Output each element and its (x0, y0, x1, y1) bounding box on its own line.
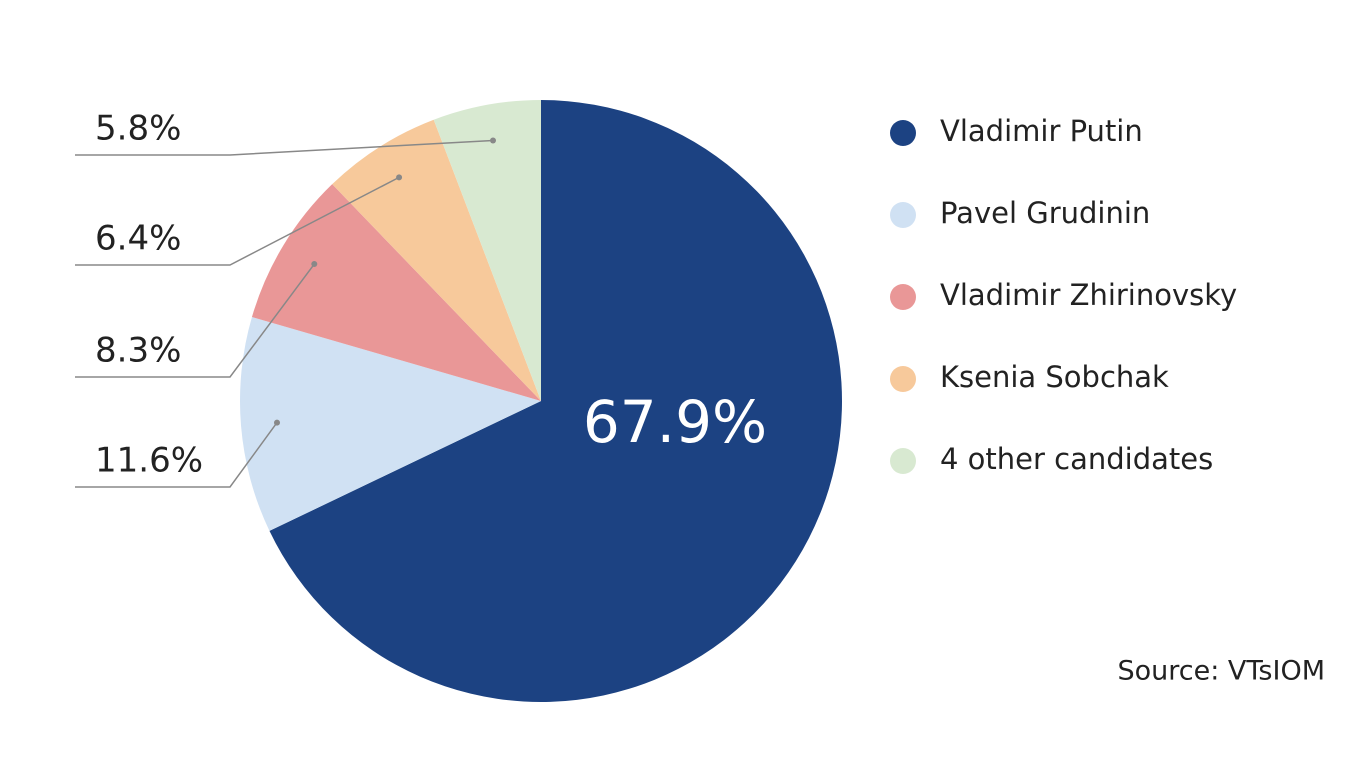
pie-slice (251, 184, 541, 401)
value-label: 8.3% (95, 331, 181, 371)
leader-dot (311, 261, 318, 268)
legend-label: Ksenia Sobchak (940, 360, 1169, 394)
value-label: 67.9% (583, 388, 767, 456)
pie-slice (269, 100, 843, 702)
leader-line (75, 422, 278, 488)
pie-slice (433, 100, 541, 401)
legend-marker (890, 202, 916, 228)
legend-label: Vladimir Zhirinovsky (940, 278, 1237, 312)
leader-dot (396, 174, 403, 181)
legend-marker (890, 284, 916, 310)
leader-dot (490, 137, 497, 144)
value-label: 11.6% (95, 441, 203, 481)
leader-line (75, 139, 494, 156)
legend-marker (890, 366, 916, 392)
source-note: Source: VTsIOM (1118, 656, 1325, 687)
leader-line (75, 176, 400, 266)
leader-line (75, 263, 315, 378)
pie-slice (332, 119, 541, 401)
value-label: 5.8% (95, 109, 181, 149)
pie-slice (239, 317, 541, 531)
leader-dot (274, 419, 281, 426)
value-label: 6.4% (95, 219, 181, 259)
legend-marker (890, 448, 916, 474)
legend-label: Vladimir Putin (940, 114, 1143, 148)
legend-label: 4 other candidates (940, 442, 1213, 476)
legend-label: Pavel Grudinin (940, 196, 1150, 230)
legend-marker (890, 120, 916, 146)
